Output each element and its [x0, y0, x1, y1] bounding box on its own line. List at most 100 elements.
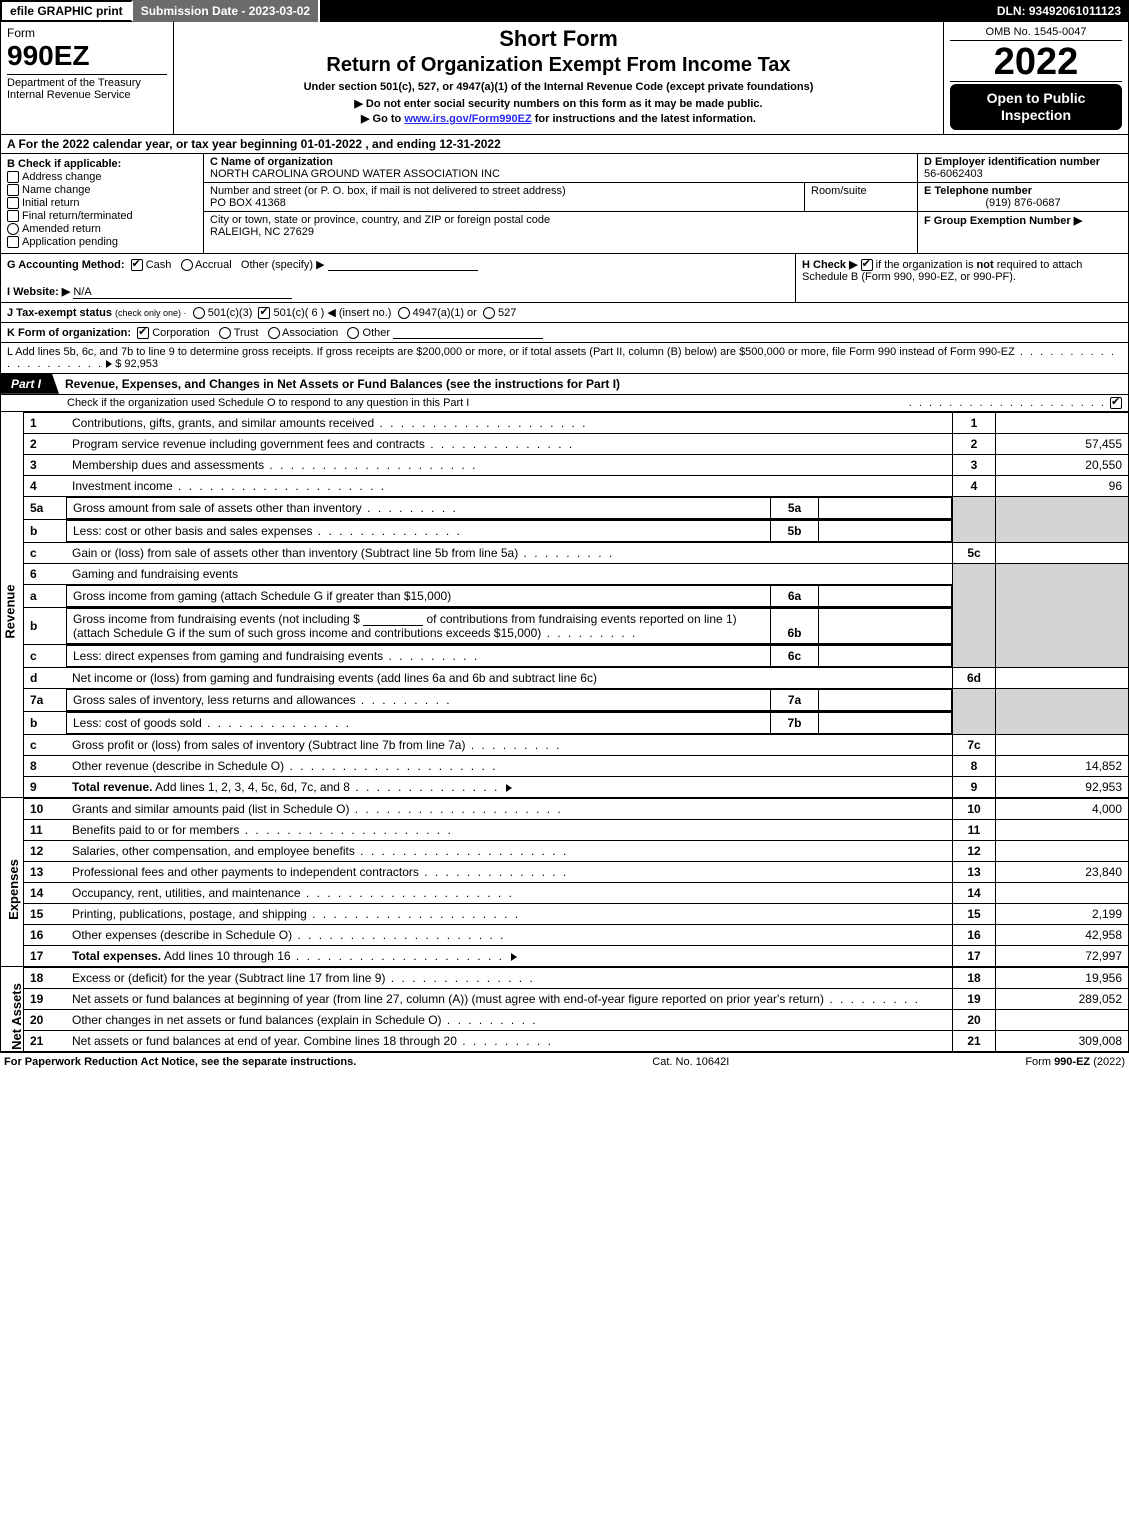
ein-cell: D Employer identification number 56-6062… [918, 154, 1128, 183]
group-exemption-cell: F Group Exemption Number ▶ [918, 212, 1128, 229]
table-row: cGain or (loss) from sale of assets othe… [24, 542, 1129, 563]
other-specify-input[interactable] [328, 258, 478, 271]
open-to-public: Open to Public Inspection [950, 84, 1122, 130]
tel-cell: E Telephone number (919) 876-0687 [918, 183, 1128, 212]
website-value: N/A [73, 286, 291, 299]
table-row: 11Benefits paid to or for members11 [24, 819, 1129, 840]
table-row: 19Net assets or fund balances at beginni… [24, 988, 1129, 1009]
radio-icon [7, 223, 19, 235]
line-k: K Form of organization: Corporation Trus… [0, 323, 1129, 343]
col-d-ids: D Employer identification number 56-6062… [917, 154, 1128, 253]
checkbox-icon [7, 236, 19, 248]
header-left: Form 990EZ Department of the Treasury In… [1, 22, 174, 134]
line-h: H Check ▶ if the organization is not req… [795, 254, 1128, 302]
dln: DLN: 93492061011123 [989, 0, 1129, 22]
checkbox-icon [7, 184, 19, 196]
form-number: 990EZ [7, 40, 167, 72]
subtitle-link-row: ▶ Go to www.irs.gov/Form990EZ for instru… [180, 112, 937, 125]
chk-other-org[interactable] [347, 327, 359, 339]
form-footer: For Paperwork Reduction Act Notice, see … [0, 1052, 1129, 1071]
table-row: 7a Gross sales of inventory, less return… [24, 688, 1129, 711]
group-label: F Group Exemption Number ▶ [924, 215, 1082, 227]
form-title: Return of Organization Exempt From Incom… [180, 54, 937, 77]
tax-year: 2022 [950, 43, 1122, 82]
part-1-sub: Check if the organization used Schedule … [0, 395, 1129, 412]
submission-date: Submission Date - 2023-03-02 [133, 0, 320, 22]
chk-schedule-o[interactable] [1110, 397, 1122, 409]
expenses-table: 10Grants and similar amounts paid (list … [23, 798, 1129, 967]
room-suite-cell: Room/suite [805, 183, 917, 211]
checkbox-icon [7, 197, 19, 209]
checkbox-icon [7, 171, 19, 183]
ein-label: D Employer identification number [924, 156, 1122, 168]
expenses-label: Expenses [0, 798, 23, 967]
chk-name-change[interactable]: Name change [7, 184, 197, 196]
ein-value: 56-6062403 [924, 168, 1122, 180]
col-c-org: C Name of organization NORTH CAROLINA GR… [204, 154, 917, 253]
part-1-header: Part I Revenue, Expenses, and Changes in… [0, 374, 1129, 395]
part-1-tab: Part I [1, 374, 59, 394]
efile-print[interactable]: efile GRAPHIC print [0, 0, 133, 22]
table-row: 13Professional fees and other payments t… [24, 861, 1129, 882]
paperwork-notice: For Paperwork Reduction Act Notice, see … [4, 1056, 356, 1068]
chk-final-return[interactable]: Final return/terminated [7, 210, 197, 222]
table-row: cGross profit or (loss) from sales of in… [24, 734, 1129, 755]
table-row: 14Occupancy, rent, utilities, and mainte… [24, 882, 1129, 903]
table-row: 6Gaming and fundraising events [24, 563, 1129, 584]
chk-application-pending[interactable]: Application pending [7, 236, 197, 248]
net-assets-label: Net Assets [0, 967, 23, 1052]
catalog-number: Cat. No. 10642I [652, 1056, 729, 1068]
org-name-cell: C Name of organization NORTH CAROLINA GR… [204, 154, 917, 183]
org-addr-row: Number and street (or P. O. box, if mail… [204, 183, 917, 212]
gross-receipts: $ 92,953 [115, 358, 158, 370]
header-right: OMB No. 1545-0047 2022 Open to Public In… [944, 22, 1128, 134]
line-a: A For the 2022 calendar year, or tax yea… [0, 135, 1129, 154]
department-label: Department of the Treasury Internal Reve… [7, 74, 167, 101]
irs-link[interactable]: www.irs.gov/Form990EZ [404, 113, 531, 125]
line-l: L Add lines 5b, 6c, and 7b to line 9 to … [0, 343, 1129, 374]
chk-527[interactable] [483, 307, 495, 319]
table-row: 15Printing, publications, postage, and s… [24, 903, 1129, 924]
table-row: 8Other revenue (describe in Schedule O)8… [24, 755, 1129, 776]
table-row: 16Other expenses (describe in Schedule O… [24, 924, 1129, 945]
form-header: Form 990EZ Department of the Treasury In… [0, 22, 1129, 135]
form-word: Form [7, 26, 167, 40]
table-row: 18Excess or (deficit) for the year (Subt… [24, 967, 1129, 988]
gh-left: G Accounting Method: Cash Accrual Other … [1, 254, 795, 302]
line-g: G Accounting Method: Cash Accrual Other … [7, 258, 789, 271]
org-addr-cell: Number and street (or P. O. box, if mail… [204, 183, 805, 211]
chk-association[interactable] [268, 327, 280, 339]
table-row: 21Net assets or fund balances at end of … [24, 1030, 1129, 1051]
org-name: NORTH CAROLINA GROUND WATER ASSOCIATION … [210, 168, 911, 180]
net-assets-section: Net Assets 18Excess or (deficit) for the… [0, 967, 1129, 1052]
org-city-cell: City or town, state or province, country… [204, 212, 917, 240]
other-org-input[interactable] [393, 326, 543, 339]
chk-corporation[interactable] [137, 327, 149, 339]
chk-trust[interactable] [219, 327, 231, 339]
org-city: RALEIGH, NC 27629 [210, 226, 911, 238]
checkbox-icon [7, 210, 19, 222]
triangle-icon [506, 784, 512, 792]
addr-label: Number and street (or P. O. box, if mail… [210, 185, 798, 197]
omb-number: OMB No. 1545-0047 [950, 26, 1122, 41]
chk-4947[interactable] [398, 307, 410, 319]
tel-value: (919) 876-0687 [924, 197, 1122, 209]
chk-initial-return[interactable]: Initial return [7, 197, 197, 209]
col-b-checks: B Check if applicable: Address change Na… [1, 154, 204, 253]
chk-schedule-b[interactable] [861, 259, 873, 271]
chk-amended-return[interactable]: Amended return [7, 223, 197, 235]
top-bar: efile GRAPHIC print Submission Date - 20… [0, 0, 1129, 22]
chk-accrual[interactable] [181, 259, 193, 271]
subtitle-code: Under section 501(c), 527, or 4947(a)(1)… [180, 81, 937, 93]
table-row: 1Contributions, gifts, grants, and simil… [24, 412, 1129, 433]
table-row: dNet income or (loss) from gaming and fu… [24, 667, 1129, 688]
chk-address-change[interactable]: Address change [7, 171, 197, 183]
net-assets-table: 18Excess or (deficit) for the year (Subt… [23, 967, 1129, 1052]
chk-501c3[interactable] [193, 307, 205, 319]
chk-cash[interactable] [131, 259, 143, 271]
table-row: 3Membership dues and assessments320,550 [24, 454, 1129, 475]
chk-501c[interactable] [258, 307, 270, 319]
expenses-section: Expenses 10Grants and similar amounts pa… [0, 798, 1129, 967]
city-label: City or town, state or province, country… [210, 214, 911, 226]
table-row: 10Grants and similar amounts paid (list … [24, 798, 1129, 819]
